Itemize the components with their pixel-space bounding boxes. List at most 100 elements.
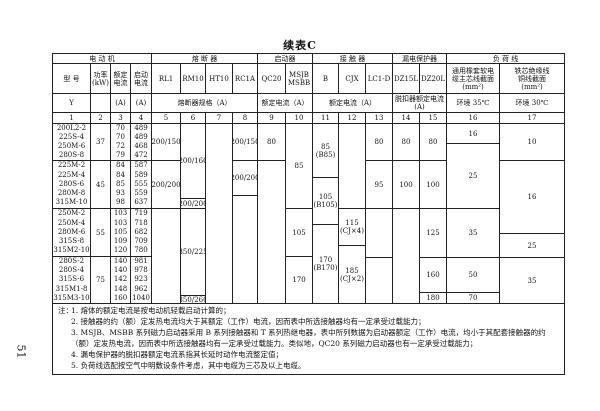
unit-cell: 环境 35℃ (446, 93, 500, 113)
motor-models-value: 280S-4 (58, 266, 85, 275)
motor-rated-value: 85 (116, 179, 125, 188)
note-2: 2. 接触器的约（额）定发热电流均大于其额定（工作）电流，因而表中所选接触器均有… (71, 317, 426, 326)
rl1-cell (151, 208, 181, 304)
motor-rated-value: 70 (116, 132, 125, 141)
dz15l-cell (392, 208, 420, 304)
motor-models-value: 280M-6 (57, 227, 86, 236)
motor-start-group: 719 718 682 709 780 (130, 208, 152, 257)
lc1d-cell: 95 (365, 160, 393, 209)
motor-models-group: 200L2-2 225S-4 250M-6 280S-8 (52, 123, 91, 161)
motor-rated-value: 105 (113, 227, 128, 236)
column-header: RM10 (180, 63, 206, 94)
motor-rated-value: 84 (116, 170, 125, 179)
motor-models-value: 280S-8 (58, 151, 85, 160)
insulated-wire-cell: 35 (499, 257, 565, 304)
motor-start-group: 981 978 923 962 1040 (130, 256, 152, 304)
motor-models-value: 315S-6 (58, 275, 85, 284)
motor-models-value: 250M-6 (57, 142, 86, 150)
column-header: RL1 (151, 63, 181, 94)
motor-start-value: 468 (134, 142, 148, 150)
motor-models-group: 225M-2 225M-4 280S-6 280M-8 315M-10 (52, 160, 91, 209)
motor-rated-group: 84 84 85 93 98 (110, 160, 131, 209)
dz20l-cell: 80 (419, 123, 447, 161)
motor-rated-value: 70 (116, 123, 125, 132)
column-header: MSJB MSBB (285, 63, 313, 94)
rubber-cable-cell: 35 (446, 208, 500, 258)
motor-start-value: 589 (134, 170, 148, 179)
motor-start-value: 978 (134, 266, 148, 275)
unit-cell: Y (52, 93, 91, 113)
qc20-cell (257, 160, 286, 304)
column-header: 启动 电流 (130, 63, 152, 94)
notes-list: 1. 熔体的额定电流是按电动机轻载启动计算的； 2. 接触器的约（额）定发热电流… (71, 305, 561, 371)
motor-models-value: 315M1-8 (55, 284, 88, 293)
rubber-cable-cell: 50 (446, 257, 500, 293)
b-contactor-cell: 170 (B170) (312, 224, 339, 304)
motor-start-value: 559 (134, 189, 148, 198)
motor-power: 75 (90, 256, 111, 304)
dz20l-cell: 125 (419, 208, 447, 258)
motor-rated-value: 98 (116, 198, 125, 207)
motor-start-value: 489 (134, 123, 148, 132)
motor-rated-value: 160 (113, 293, 128, 302)
note-3: 3. MSJB、MSBB 系列磁力启动器采用 B 系列接触器和 T 系列热继电器… (71, 328, 546, 348)
motor-rated-value: 120 (113, 246, 128, 255)
column-header: 额定 电流 (110, 63, 131, 94)
motor-start-group: 587 589 555 559 637 (130, 160, 152, 209)
column-header: B (312, 63, 339, 94)
motor-rated-value: 140 (113, 257, 128, 265)
rm10-cell: 350/225 (180, 208, 206, 296)
motor-models-value: 250M-4 (57, 218, 86, 227)
unit-cell: (A) (110, 93, 131, 113)
motor-rated-value: 103 (113, 218, 128, 227)
motor-power: 45 (90, 160, 111, 209)
note-5: 5. 负荷线选配按空气中明敷设条件考虑，其中电缆为三芯及以上电缆。 (71, 361, 306, 370)
table-title: 续表C (283, 39, 317, 52)
motor-rated-value: 140 (113, 266, 128, 275)
rl1-cell: 200/150 (151, 123, 181, 161)
motor-rated-value: 148 (113, 284, 128, 293)
column-header: RC1A (232, 63, 258, 94)
motor-power: 37 (90, 123, 111, 161)
motor-models-group: 250M-2 250M-4 280M-6 315S-8 315M2-10 (52, 208, 91, 257)
column-header: 型 号 (52, 63, 91, 94)
unit-cell: 熔断器规格（A） (151, 93, 258, 113)
page-number: 51 (14, 344, 28, 359)
b-contactor-cell: 105 (B105) (312, 177, 339, 225)
lc1d-cell (365, 208, 393, 258)
column-header: LC1-D (365, 63, 393, 94)
lc1d-cell: 80 (365, 123, 393, 161)
motor-start-value: 472 (134, 151, 148, 160)
insulated-wire-cell: 10 (499, 123, 565, 161)
unit-cell: 额定电流（A） (257, 93, 313, 113)
unit-cell: 额定电流（A） (312, 93, 393, 113)
note-4: 4. 漏电保护器的脱扣器额定电流系指其长延时动作电流整定值； (71, 350, 284, 359)
motor-models-value: 315M3-10 (53, 293, 90, 302)
rl1-cell: 200/200 (151, 160, 181, 209)
motor-models-value: 200L2-2 (56, 123, 87, 132)
motor-models-value: 250M-2 (57, 209, 86, 218)
rm10-cell: 200/160 (180, 123, 206, 199)
qc20-cell: 80 (257, 123, 286, 161)
motor-start-value: 682 (134, 227, 148, 236)
motor-rated-value: 109 (113, 237, 128, 246)
column-header: HT10 (205, 63, 233, 94)
motor-start-value: 637 (134, 198, 148, 207)
motor-rated-value: 103 (113, 209, 128, 218)
motor-rated-group: 140 140 142 148 160 (110, 256, 131, 304)
motor-models-value: 280S-6 (58, 179, 85, 188)
rubber-cable-cell: 25 (446, 143, 500, 209)
b-contactor-cell: 85 (B85) (312, 123, 339, 178)
column-header: 铁芯绝缘线 铜线截面 (mm²) (499, 63, 565, 94)
motor-start-value: 709 (134, 237, 148, 246)
motor-start-value: 962 (134, 284, 148, 293)
motor-models-value: 315M-10 (55, 198, 88, 207)
motor-rated-group: 70 70 72 79 (110, 123, 131, 161)
insulated-wire-cell: 16 (499, 160, 565, 234)
rc1a-cell: 200/200 (232, 160, 258, 196)
msjb-cell: 85 (285, 123, 313, 209)
dz15l-cell: 100 (392, 160, 420, 209)
column-header: CJX (338, 63, 366, 94)
rc1a-cell: 200/150 (232, 123, 258, 161)
unit-cell (90, 93, 111, 113)
